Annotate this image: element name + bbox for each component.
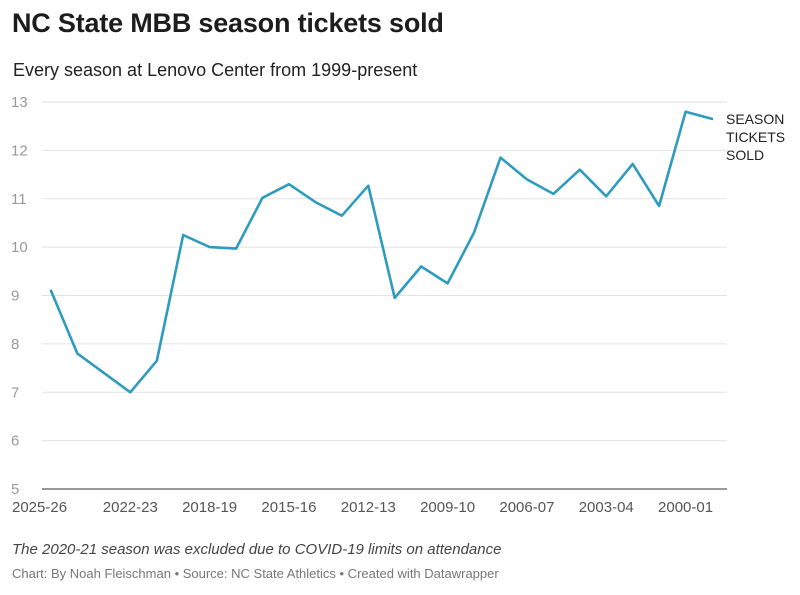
gridlines — [42, 101, 727, 490]
series-layer — [49, 110, 714, 394]
x-tick-label: 2003-04 — [579, 499, 634, 516]
series-label: TICKETS — [726, 129, 785, 145]
y-tick-label: 6 — [11, 433, 19, 450]
y-tick-label: 8 — [11, 336, 19, 353]
x-tick-label: 2022-23 — [103, 499, 158, 516]
y-tick-label: 10 — [11, 239, 28, 256]
chart-title: NC State MBB season tickets sold — [12, 8, 444, 38]
chart-credit: Chart: By Noah Fleischman • Source: NC S… — [12, 566, 499, 581]
x-axis-ticks: 2025-26 2022-23 2018-19 2015-16 2012-13 2009-… — [12, 499, 713, 516]
x-tick-label: 2000-01 — [658, 499, 713, 516]
chart-subtitle: Every season at Lenovo Center from 1999-… — [13, 60, 418, 80]
x-tick-label: 2018-19 — [182, 499, 237, 516]
series-label: SEASON — [726, 111, 784, 127]
x-tick-label: 2006-07 — [499, 499, 554, 516]
x-tick-label: 2015-16 — [261, 499, 316, 516]
series-label-group: SEASON TICKETS SOLD — [726, 111, 785, 163]
line-chart: 5 6 7 8 9 10 11 12 13 2025-26 2022-23 2018-19 2015-… — [11, 94, 785, 516]
x-tick-label: 2009-10 — [420, 499, 475, 516]
chart-note: The 2020-21 season was excluded due to C… — [12, 541, 502, 558]
series-line — [49, 110, 714, 394]
x-tick-label: 2025-26 — [12, 499, 67, 516]
y-tick-label: 5 — [11, 481, 19, 498]
y-tick-label: 13 — [11, 94, 28, 111]
y-tick-label: 11 — [11, 191, 27, 208]
series-label: SOLD — [726, 147, 764, 163]
y-tick-label: 7 — [11, 384, 19, 401]
y-axis-ticks: 5 6 7 8 9 10 11 12 13 — [11, 94, 28, 498]
x-tick-label: 2012-13 — [341, 499, 396, 516]
y-tick-label: 12 — [11, 142, 28, 159]
y-tick-label: 9 — [11, 288, 19, 305]
